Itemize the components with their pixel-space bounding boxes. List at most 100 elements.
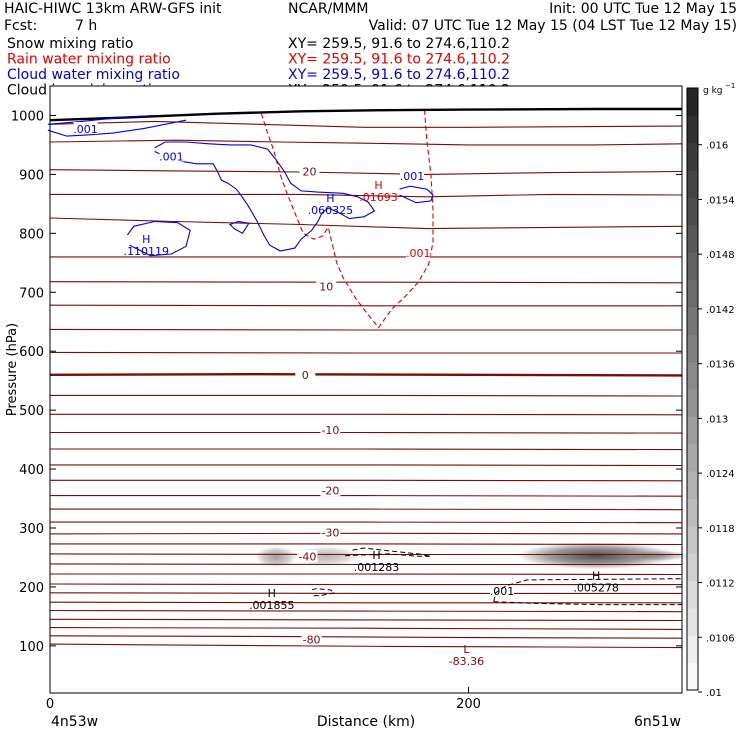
colorbar-tick-label: .0136: [706, 360, 735, 371]
isotherm-label-bg: [320, 526, 341, 539]
colorbar-cell: [687, 197, 698, 226]
isotherm-line: [50, 508, 683, 511]
colorbar-cell: [687, 115, 698, 144]
snow-extremum-type: H: [268, 587, 276, 600]
ice-extremum-value: -83.36: [449, 655, 484, 668]
snow-extremum-value: .001283: [354, 561, 400, 574]
snow-extremum-value: .005278: [573, 581, 619, 594]
plot-area: -80 -40 -30 -20 -10 0 10 20 .001 .001 .001 .001 .001…: [5, 85, 691, 730]
terrain-surface-line: [49, 107, 682, 122]
isotherm-line: [50, 495, 683, 497]
y-tick-label: 200: [19, 581, 44, 596]
cloud-water-contour: [154, 141, 376, 252]
colorbar-tick-label: .0106: [706, 633, 735, 644]
colorbar-cell: [687, 224, 698, 253]
colorbar-tick-label: .013: [706, 414, 728, 425]
isotherm-label: 20: [302, 165, 316, 178]
colorbar-tick-label: .0124: [706, 469, 735, 480]
isotherm-label-bg: [295, 368, 316, 381]
isotherm-line: [50, 573, 683, 576]
isotherm-label: -10: [321, 424, 339, 437]
snow-contour: [309, 588, 336, 597]
isotherm-label-bg: [316, 280, 337, 293]
plot-background: [50, 86, 682, 693]
colorbar: .01 .0106 .0112 .0118 .0124 .013 .0136 .0142 .01…: [686, 82, 735, 699]
isotherm-label: -30: [321, 527, 339, 540]
isotherm-label-bg: [301, 633, 322, 646]
cloud-water-extremum-value: .060325: [308, 204, 354, 217]
snow-extremum-type: H: [592, 569, 600, 582]
isotherm-line: [50, 521, 683, 524]
colorbar-cell: [687, 498, 698, 527]
snow-extremum-type: H: [372, 549, 380, 562]
snow-shaded-area: [516, 542, 676, 570]
isotherm-label: -80: [303, 633, 321, 646]
cloud-water-label-bg: [73, 122, 98, 135]
legend-snow-label: Snow mixing ratio: [7, 36, 133, 52]
isotherm-label-bg: [299, 165, 320, 178]
legend-cloud_water-xy: XY= 259.5, 91.6 to 274.6,110.2: [288, 67, 510, 83]
isotherm-line: [49, 281, 683, 284]
cloud-water-contour-label: .001: [73, 123, 98, 136]
init-time: Init: 00 UTC Tue 12 May 15: [549, 1, 737, 17]
legend-rain-xy: XY= 259.5, 91.6 to 274.6,110.2: [288, 52, 510, 68]
colorbar-unit: g kg: [703, 86, 723, 96]
isotherm-line: [49, 328, 682, 331]
colorbar-tick-label: .01: [706, 688, 722, 699]
legend-snow-xy: XY= 259.5, 91.6 to 274.6,110.2: [288, 36, 510, 52]
cloud-water-contour-label: .001: [400, 170, 425, 183]
colorbar-cell: [687, 252, 698, 281]
colorbar-unit-exponent: −1: [725, 82, 735, 90]
cloud-water-extremum-type: H: [326, 192, 334, 205]
cloud-water-contour: [228, 220, 250, 235]
rain-contour-label-bg: [406, 245, 431, 258]
isotherm-line: [49, 609, 683, 613]
legend-cloud_water-label: Cloud water mixing ratio: [7, 67, 180, 83]
colorbar-cell: [687, 170, 698, 198]
y-tick-label: 900: [19, 168, 44, 183]
cross-section-end-label: 6n51w: [634, 714, 681, 730]
cloud-water-extremum-value: .110119: [124, 245, 170, 258]
isotherm-line: [49, 563, 682, 566]
cloud-water-contour: [399, 185, 434, 204]
isotherm-line: [50, 479, 683, 482]
snow-extremum-value: .001855: [249, 599, 295, 612]
y-tick-label: 800: [19, 227, 44, 242]
isotherm-line: [49, 618, 683, 622]
y-tick-label: 100: [19, 640, 44, 655]
colorbar-cell: [687, 662, 698, 691]
colorbar-tick-label: .0142: [706, 305, 735, 316]
snow-shaded-area: [631, 550, 691, 561]
producer-label: NCAR/MMM: [288, 1, 369, 17]
cloud-water-extremum-type: H: [142, 233, 150, 246]
isotherm-line: [49, 217, 683, 230]
isotherm-label-bg: [320, 424, 341, 437]
isotherm-label: -20: [321, 484, 339, 497]
colorbar-cell: [687, 525, 698, 554]
isotherm-line: [49, 304, 682, 307]
isotherm-label: -40: [298, 550, 316, 563]
cloud-water-contour-label: .001: [159, 151, 184, 164]
isotherm-line: [50, 193, 683, 198]
snow-contour-label: .001: [490, 585, 515, 598]
cloud-water-contour: [47, 119, 187, 137]
colorbar-tick-label: .0154: [706, 195, 735, 206]
colorbar-tick-label: .0112: [706, 579, 735, 590]
isotherm-line: [49, 351, 682, 354]
colorbar-cell: [687, 361, 698, 390]
isotherm-line: [49, 373, 683, 377]
colorbar-cell: [687, 389, 698, 417]
cloud-water-contour: [126, 220, 191, 257]
isotherm-line: [49, 169, 683, 175]
isotherm-label: 10: [319, 280, 333, 293]
ice-extremum-type: L: [463, 643, 470, 656]
isotherm-label-bg: [320, 484, 341, 497]
colorbar-cell: [687, 471, 698, 499]
rain-contour: [260, 110, 434, 329]
y-tick-label: 400: [19, 463, 44, 478]
forecast-hours: 7 h: [75, 18, 97, 34]
isotherm-line: [50, 464, 683, 467]
y-tick-label: 500: [19, 404, 44, 419]
isotherm-label: 0: [302, 369, 309, 382]
